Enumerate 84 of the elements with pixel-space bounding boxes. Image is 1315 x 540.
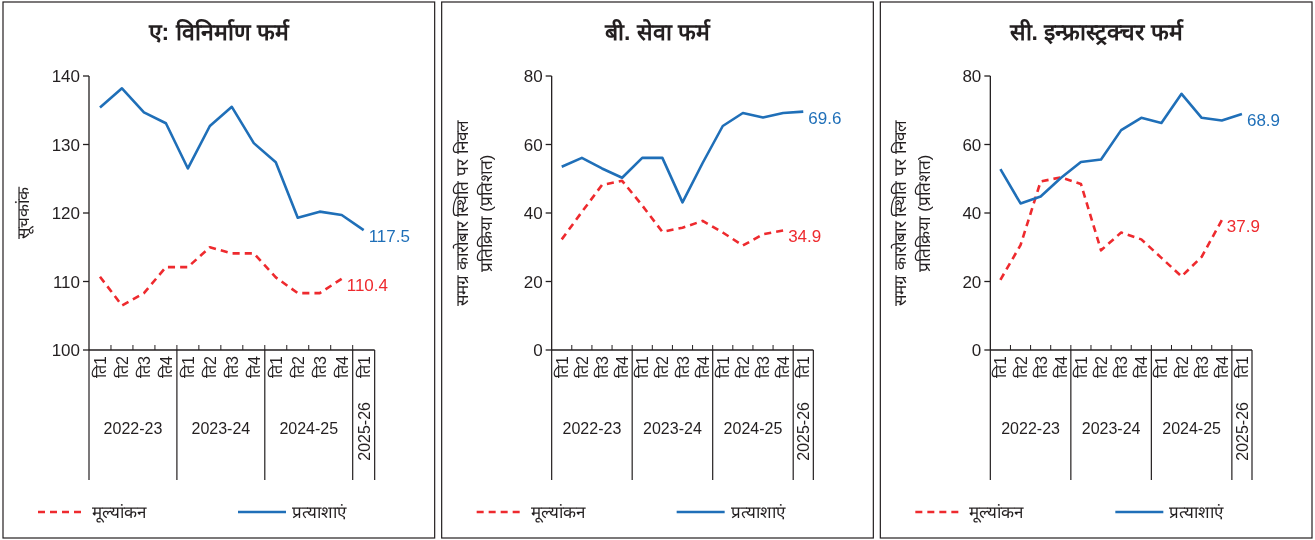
text: 2022-23 [1001,420,1061,437]
x-tick-label: ति3 [1192,355,1211,378]
y-tick-label: 20 [962,272,982,292]
text: 2023-24 [643,420,702,437]
legend-label: प्रत्याशाएं [730,503,786,522]
text: 2024-25 [279,420,339,437]
text: 2025-26 [795,401,813,461]
y-tick-label: 0 [971,341,982,360]
y-tick-label: 60 [523,135,543,155]
text: 2024-25 [1162,420,1222,437]
y-tick-label: 60 [962,135,982,155]
x-tick-label: ति3 [1112,355,1131,378]
y-tick-label: 110 [52,272,80,292]
data-label: 110.4 [346,275,388,295]
x-tick-label: ति4 [613,355,632,378]
y-tick-label: 40 [523,204,543,223]
x-tick-label: ति4 [774,355,793,378]
legend-label: मूल्यांकन [530,503,586,523]
x-tick-label: ति1 [633,355,652,378]
text: 2023-24 [191,420,251,437]
y-tick-label: 20 [523,272,543,292]
data-label: 69.6 [808,108,842,128]
x-tick-label: ति3 [310,355,329,378]
x-tick-label: ति3 [754,355,773,378]
x-tick-label: ति1 [1232,355,1251,378]
x-tick-label: ति3 [673,355,692,378]
text: 2022-23 [562,420,622,437]
y-tick-label: 100 [51,341,80,360]
x-tick-label: ति2 [112,355,131,378]
x-tick-label: ति4 [1132,355,1151,378]
x-tick-label: ति2 [733,355,752,378]
x-tick-label: ति1 [713,355,732,378]
y-tick-label: 0 [533,341,543,360]
y-axis-title: समग्र कारोबार स्थिति पर निवल प्रतिक्रिया (प्रतिशत) [451,120,496,306]
legend-label: मूल्यांकन [969,503,1025,523]
text: 2022-23 [103,420,163,437]
x-tick-label: ति3 [592,355,611,378]
x-tick-label: ति4 [244,355,263,378]
x-tick-label: ति1 [1071,355,1090,378]
data-label: 68.9 [1246,111,1281,131]
data-label: 117.5 [368,227,410,247]
chart-title: ए: विनिर्माण फर्म [147,18,291,45]
x-tick-label: ति1 [266,355,285,378]
y-tick-label: 80 [962,67,982,86]
x-tick-label: ति2 [653,355,672,378]
text: 2023-24 [1081,420,1141,437]
x-tick-label: ति1 [794,355,813,378]
legend-label: प्रत्याशाएं [1169,503,1225,522]
y-tick-label: 140 [51,67,80,86]
x-tick-label: ति1 [552,355,571,378]
x-tick-label: ति2 [288,355,307,378]
legend-label: प्रत्याशाएं [292,503,347,522]
x-tick-label: ति4 [332,355,351,378]
x-tick-label: ति3 [1031,355,1050,378]
x-tick-label: ति4 [1051,355,1070,378]
x-tick-label: ति3 [222,355,241,378]
x-tick-label: ति2 [1172,355,1191,378]
x-tick-label: ति1 [991,355,1010,378]
y-tick-label: 40 [962,204,982,223]
text: 2025-26 [1233,401,1251,461]
x-tick-label: ति2 [1011,355,1030,378]
y-tick-label: 120 [51,204,80,223]
data-label: 37.9 [1226,217,1260,237]
data-label: 34.9 [788,227,822,247]
chart-title: सी. इन्फ्रास्ट्रक्चर फर्म [1008,18,1184,46]
x-tick-label: ति2 [572,355,591,378]
x-tick-label: ति4 [156,355,175,378]
x-tick-label: ति1 [354,355,373,378]
y-axis-title: सूचकांक [14,186,34,239]
y-axis-title: समग्र कारोबार स्थिति पर निवल प्रतिक्रिया (प्रतिशत) [890,120,935,306]
x-tick-label: ति3 [134,355,153,378]
y-tick-label: 80 [523,67,543,86]
text: 2024-25 [723,420,783,437]
chart-title: बी. सेवा फर्म [603,18,712,45]
y-tick-label: 130 [51,135,80,155]
x-tick-label: ति1 [178,355,197,378]
x-tick-label: ति4 [1212,355,1231,378]
x-tick-label: ति2 [1092,355,1111,378]
text: 2025-26 [355,401,373,461]
legend-label: मूल्यांकन [92,503,147,523]
x-tick-label: ति1 [1152,355,1171,378]
x-tick-label: ति1 [90,355,109,378]
x-tick-label: ति2 [200,355,219,378]
x-tick-label: ति4 [693,355,712,378]
